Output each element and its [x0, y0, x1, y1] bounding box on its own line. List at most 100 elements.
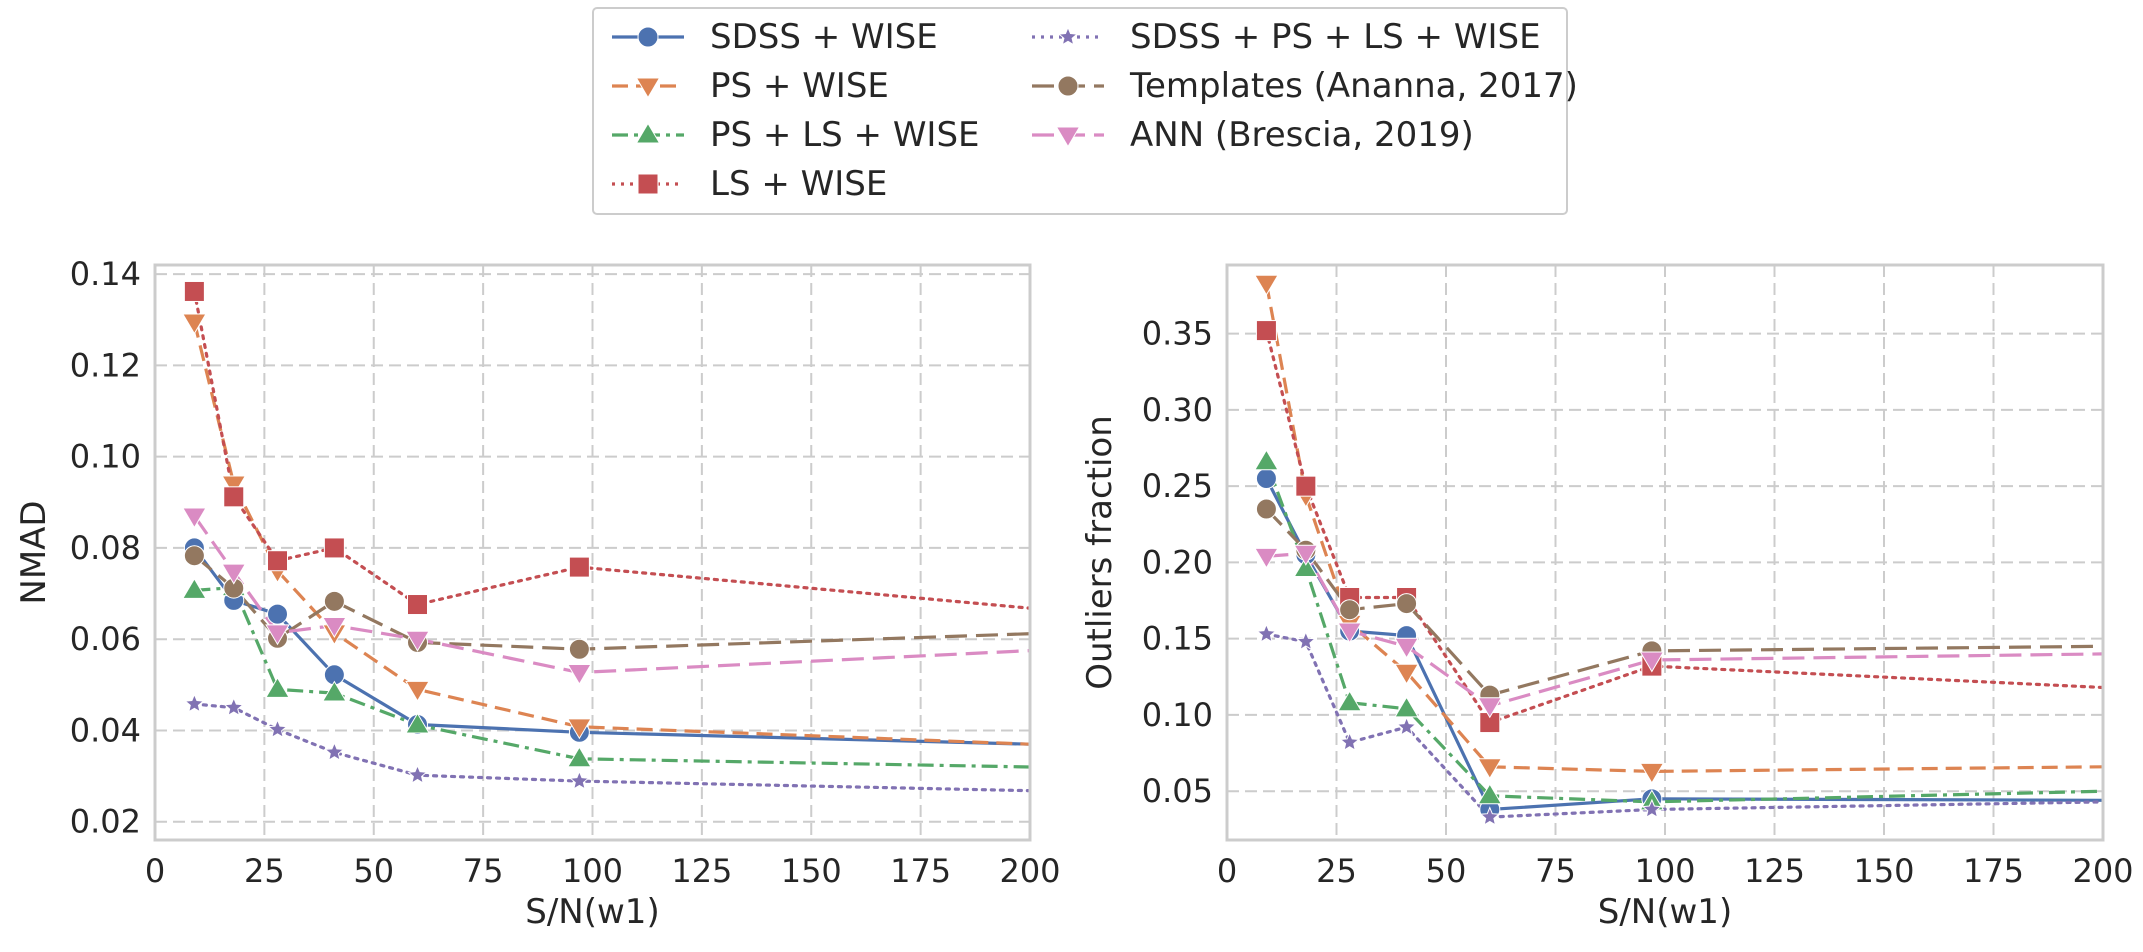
legend-label: SDSS + WISE: [710, 17, 938, 57]
legend-label: LS + WISE: [710, 164, 888, 204]
y-axis-label: NMAD: [14, 500, 54, 604]
data-point-ps-wise: [1639, 762, 1665, 784]
y-tick-label: 0.08: [70, 529, 141, 567]
y-tick-label: 0.05: [1142, 772, 1213, 810]
data-point-ps-ls-wise: [1337, 690, 1363, 712]
data-point-ann-brescia-2019: [181, 507, 207, 529]
data-point-ps-ls-wise: [566, 746, 592, 768]
series-line-templates-ananna-2017: [193, 554, 1030, 651]
chart-nmad: 0 25 50 75 100 125 150 175 200 0.02 0.04 0.06 0.08 0.…: [14, 255, 1061, 932]
data-point-sdss-ps-ls-wise: [1295, 630, 1317, 651]
data-point-sdss-ps-ls-wise: [1339, 731, 1360, 752]
data-point-ps-wise: [405, 680, 430, 702]
x-tick-label: 200: [2072, 852, 2133, 890]
data-point-sdss-ps-ls-wise: [1256, 623, 1277, 643]
data-point-templates-ananna-2017: [323, 590, 345, 612]
series-line-ls-wise: [1264, 329, 2103, 725]
axes-frame: [1225, 263, 2105, 842]
chart-outliers: 0 25 50 75 100 125 150 175 200 0.05 0.10 0.15 0.20 0.…: [1080, 263, 2134, 932]
data-point-templates-ananna-2017: [568, 638, 590, 660]
y-tick-label: 0.20: [1142, 543, 1213, 581]
x-tick-label: 125: [1744, 852, 1805, 890]
data-point-ps-ls-wise: [1293, 556, 1319, 578]
x-tick-label: 50: [1426, 852, 1467, 890]
data-point-ps-wise: [1394, 663, 1419, 685]
legend-swatch: [1032, 26, 1104, 46]
data-point-ps-ls-wise: [1477, 783, 1503, 805]
y-tick-label: 0.10: [1142, 696, 1213, 734]
data-point-ann-brescia-2019: [1293, 544, 1319, 566]
x-tick-label: 0: [145, 852, 165, 890]
data-point-sdss-wise: [1255, 468, 1277, 490]
legend-item-ann-brescia-2019: ANN (Brescia, 2019): [1028, 111, 1474, 159]
data-point-sdss-ps-ls-wise: [569, 770, 590, 790]
legend-marker: [635, 122, 661, 144]
series-group: [1254, 274, 2103, 826]
series-line-sdss-ps-ls-wise: [1264, 632, 2103, 819]
series-line-sdss-wise: [193, 546, 1030, 746]
x-tick-label: 0: [1217, 852, 1237, 890]
legend-marker: [1057, 75, 1079, 97]
data-point-ls-wise: [1255, 320, 1277, 342]
data-point-sdss-ps-ls-wise: [223, 696, 245, 717]
legend-swatch: [612, 26, 684, 48]
y-tick-label: 0.30: [1142, 391, 1213, 429]
y-tick-label: 0.12: [70, 346, 141, 384]
legend-item-sdss-ps-ls-wise: SDSS + PS + LS + WISE: [1028, 13, 1541, 61]
data-point-ps-wise: [566, 718, 592, 740]
data-point-ann-brescia-2019: [1639, 651, 1665, 673]
data-point-ann-brescia-2019: [566, 664, 592, 686]
y-tick-label: 0.25: [1142, 467, 1213, 505]
x-tick-label: 150: [781, 852, 842, 890]
data-point-ps-wise: [1477, 758, 1503, 780]
data-point-ls-wise: [223, 486, 245, 508]
data-point-sdss-wise: [267, 603, 288, 625]
y-tick-label: 0.02: [70, 803, 141, 841]
legend-label: PS + WISE: [710, 66, 889, 106]
x-tick-label: 25: [244, 852, 285, 890]
series-line-ann-brescia-2019: [1266, 551, 2103, 708]
data-point-ls-wise: [267, 550, 288, 572]
axes-frame: [153, 263, 1032, 842]
data-point-ps-wise: [1254, 274, 1279, 296]
data-point-ls-wise: [183, 280, 205, 302]
legend-marker: [1055, 126, 1081, 148]
chart-legend: SDSS + WISE PS + WISE PS + LS + WISE LS + W…: [592, 7, 1578, 215]
y-tick-label: 0.04: [70, 711, 141, 749]
data-point-ann-brescia-2019: [405, 630, 430, 652]
legend-item-ls-wise: LS + WISE: [608, 160, 887, 208]
legend-label: PS + LS + WISE: [710, 115, 980, 155]
data-point-ls-wise: [1295, 475, 1317, 497]
y-tick-label: 0.35: [1142, 315, 1213, 353]
x-tick-label: 50: [353, 852, 394, 890]
data-point-ann-brescia-2019: [1337, 622, 1363, 644]
legend-item-ps-ls-wise: PS + LS + WISE: [608, 111, 980, 159]
data-point-sdss-ps-ls-wise: [324, 741, 345, 762]
data-point-ls-wise: [323, 537, 345, 559]
data-point-ann-brescia-2019: [1477, 697, 1503, 719]
legend-item-sdss-wise: SDSS + WISE: [608, 13, 938, 61]
legend-swatch: [1032, 126, 1104, 148]
x-tick-label: 100: [1634, 852, 1695, 890]
x-tick-label: 100: [562, 852, 623, 890]
series-line-ps-wise: [1264, 283, 2103, 774]
x-tick-label: 200: [999, 852, 1060, 890]
y-axis-label: Outliers fraction: [1080, 415, 1120, 690]
legend-label: Templates (Ananna, 2017): [1130, 66, 1578, 106]
data-point-ann-brescia-2019: [221, 563, 247, 585]
series-line-ps-wise: [192, 321, 1030, 746]
series-line-ps-ls-wise: [1264, 461, 2103, 804]
data-point-ann-brescia-2019: [1254, 547, 1279, 569]
x-tick-label: 150: [1853, 852, 1914, 890]
data-point-sdss-ps-ls-wise: [407, 764, 428, 784]
legend-marker: [1057, 26, 1079, 46]
data-point-templates-ananna-2017: [1255, 498, 1277, 520]
legend-marker: [637, 26, 659, 48]
series-line-ls-wise: [192, 289, 1030, 610]
data-point-ps-wise: [181, 313, 207, 335]
series-line-sdss-ps-ls-wise: [192, 702, 1030, 793]
y-tick-label: 0.15: [1142, 620, 1213, 658]
legend-marker: [635, 77, 661, 99]
data-point-ls-wise: [407, 594, 428, 616]
